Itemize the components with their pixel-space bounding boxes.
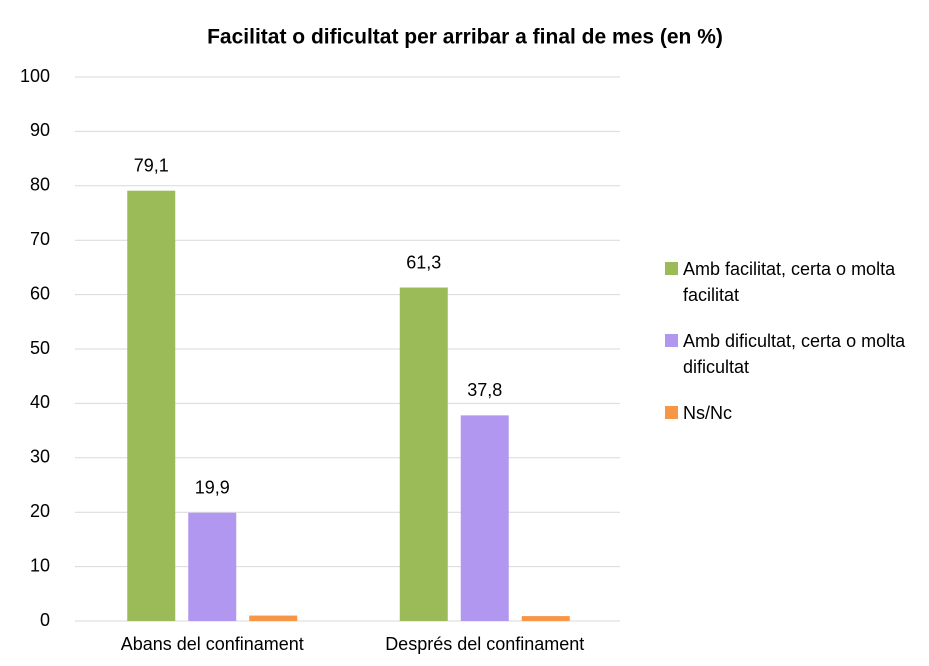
y-tick-label: 60: [30, 283, 50, 303]
y-tick-label: 50: [30, 338, 50, 358]
y-tick-label: 80: [30, 175, 50, 195]
data-label: 37,8: [467, 380, 502, 400]
bar: [188, 512, 237, 621]
x-tick-label: Després del confinament: [385, 634, 584, 654]
y-tick-label: 70: [30, 229, 50, 249]
y-tick-label: 30: [30, 447, 50, 467]
data-label: 79,1: [134, 155, 169, 175]
y-tick-label: 100: [20, 66, 50, 86]
legend-label: Ns/Nc: [683, 403, 732, 423]
legend-item: Amb facilitat, certa o molta facilitat: [665, 256, 920, 308]
legend-swatch: [665, 334, 678, 347]
legend-label: Amb dificultat, certa o molta dificultat: [683, 331, 906, 377]
bar: [127, 190, 176, 622]
legend-swatch: [665, 262, 678, 275]
bar: [399, 287, 448, 621]
bar: [521, 616, 570, 621]
y-tick-label: 90: [30, 120, 50, 140]
y-tick-label: 0: [40, 610, 50, 630]
bar: [249, 615, 298, 621]
legend-swatch: [665, 406, 678, 419]
data-label: 61,3: [406, 252, 441, 272]
legend-item: Amb dificultat, certa o molta dificultat: [665, 328, 920, 380]
y-tick-label: 20: [30, 501, 50, 521]
legend-item: Ns/Nc: [665, 400, 920, 426]
data-label: 19,9: [195, 477, 230, 497]
legend: Amb facilitat, certa o molta facilitat Am…: [665, 256, 920, 446]
legend-label: Amb facilitat, certa o molta facilitat: [683, 259, 896, 305]
bar: [460, 415, 509, 621]
y-tick-label: 10: [30, 555, 50, 575]
chart-title: Facilitat o dificultat per arribar a fin…: [207, 26, 723, 49]
y-tick-label: 40: [30, 392, 50, 412]
x-tick-label: Abans del confinament: [121, 634, 304, 654]
